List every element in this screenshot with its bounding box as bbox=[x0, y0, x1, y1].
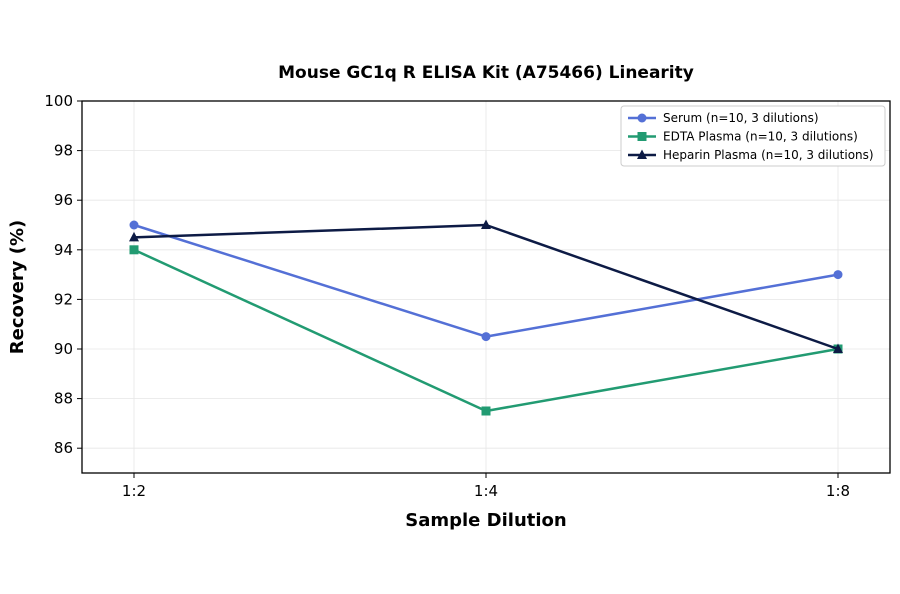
legend-marker bbox=[637, 149, 647, 159]
y-tick-label: 92 bbox=[54, 290, 73, 308]
data-point bbox=[481, 219, 491, 229]
y-tick-label: 98 bbox=[54, 142, 73, 160]
data-point bbox=[129, 231, 139, 242]
x-tick-label: 1:8 bbox=[826, 482, 850, 500]
y-tick-label: 96 bbox=[54, 191, 73, 209]
plot-frame bbox=[81, 100, 891, 474]
x-tick-label: 1:4 bbox=[474, 482, 498, 500]
legend-label: EDTA Plasma (n=10, 3 dilutions) bbox=[663, 130, 858, 144]
y-tick-label: 86 bbox=[54, 439, 73, 457]
data-point bbox=[833, 343, 843, 353]
series-triangle bbox=[129, 219, 843, 353]
x-axis-ticks: 1:2 1:4 1:8 bbox=[122, 473, 850, 500]
legend: Serum (n=10, 3 dilutions) EDTA Plasma (n=… bbox=[620, 105, 886, 167]
legend-item: Serum (n=10, 3 dilutions) bbox=[628, 111, 819, 125]
y-axis-ticks: 86 88 90 92 94 96 98 100 bbox=[44, 92, 82, 457]
data-point bbox=[481, 406, 491, 416]
data-point bbox=[833, 270, 843, 280]
x-axis-label: Sample Dilution bbox=[405, 510, 566, 531]
y-tick-label: 94 bbox=[54, 241, 73, 259]
y-tick-label: 90 bbox=[54, 340, 73, 358]
legend-item: EDTA Plasma (n=10, 3 dilutions) bbox=[628, 130, 858, 144]
data-point bbox=[129, 245, 139, 255]
legend-box bbox=[620, 105, 886, 167]
legend-label: Serum (n=10, 3 dilutions) bbox=[663, 111, 819, 125]
y-tick-label: 100 bbox=[44, 92, 73, 110]
legend-item: Heparin Plasma (n=10, 3 dilutions) bbox=[628, 148, 874, 162]
y-axis-label: Recovery (%) bbox=[7, 220, 28, 354]
legend-marker bbox=[637, 132, 647, 141]
chart-title: Mouse GC1q R ELISA Kit (A75466) Linearit… bbox=[278, 63, 694, 83]
series-layer bbox=[129, 219, 843, 416]
y-tick-label: 88 bbox=[54, 390, 73, 408]
data-point bbox=[481, 332, 491, 342]
x-tick-label: 1:2 bbox=[122, 482, 146, 500]
legend-marker bbox=[637, 113, 647, 123]
data-point bbox=[129, 220, 139, 230]
legend-label: Heparin Plasma (n=10, 3 dilutions) bbox=[663, 148, 874, 162]
series-circle bbox=[129, 220, 843, 342]
